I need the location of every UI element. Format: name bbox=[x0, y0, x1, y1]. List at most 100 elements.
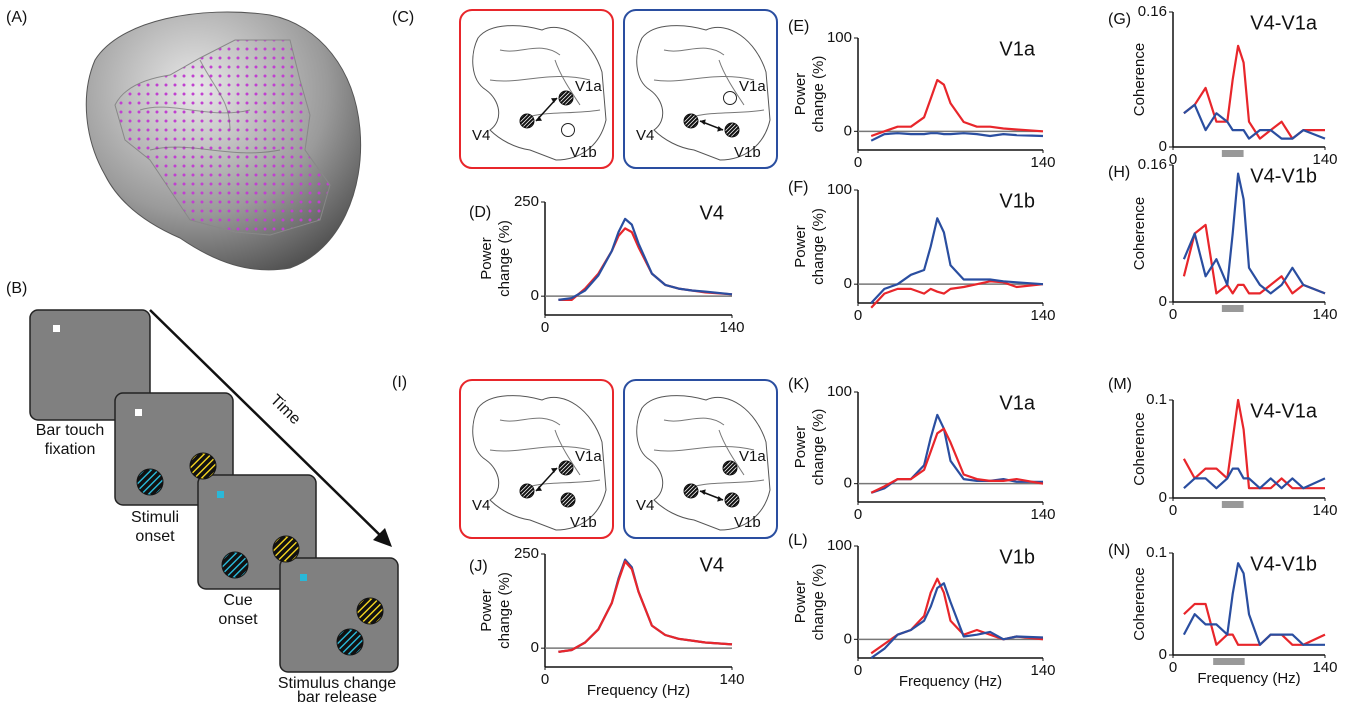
area-label: V1a bbox=[739, 448, 766, 465]
page: Figure html, body { margin: 0; padding: … bbox=[0, 0, 1347, 703]
panel-label: (F) bbox=[788, 179, 808, 196]
y-tick-label: 0 bbox=[844, 122, 852, 139]
x-tick-label: 0 bbox=[854, 662, 862, 679]
y-tick-label: 0 bbox=[1159, 646, 1167, 663]
x-tick-label: 140 bbox=[1030, 506, 1055, 523]
x-tick-label: 0 bbox=[541, 671, 549, 688]
area-label: V4 bbox=[636, 497, 654, 514]
panel-label: (C) bbox=[392, 9, 414, 26]
panel-label: (J) bbox=[469, 558, 488, 575]
arrow-head bbox=[551, 98, 557, 103]
chart-title: V4-V1a bbox=[1250, 400, 1318, 422]
frequency-band bbox=[1222, 501, 1244, 508]
panel-label: (M) bbox=[1108, 376, 1132, 393]
chart-title: V1b bbox=[999, 190, 1035, 212]
y-axis-label: Power bbox=[478, 237, 495, 280]
y-axis-label: change (%) bbox=[496, 220, 513, 297]
electrode-open bbox=[724, 92, 737, 105]
x-tick-label: 140 bbox=[1030, 307, 1055, 324]
y-tick-label: 250 bbox=[514, 545, 539, 562]
task-screens bbox=[30, 310, 398, 672]
area-label: V4 bbox=[472, 127, 490, 144]
cue-point bbox=[300, 574, 307, 581]
y-axis-label: change (%) bbox=[810, 208, 827, 285]
x-tick-label: 0 bbox=[854, 506, 862, 523]
y-tick-label: 0 bbox=[1159, 489, 1167, 506]
area-label: V1b bbox=[734, 144, 761, 161]
frequency-band bbox=[1222, 150, 1244, 157]
panel-label: (A) bbox=[6, 9, 27, 26]
x-axis-label: Frequency (Hz) bbox=[1197, 670, 1300, 687]
frequency-band bbox=[1222, 305, 1244, 312]
series-line bbox=[1184, 46, 1325, 139]
y-axis-label: change (%) bbox=[810, 56, 827, 133]
body: { "panels": {"A": "(A)"}, "task": { "lab… bbox=[0, 0, 1347, 703]
y-axis-label: Power bbox=[792, 225, 809, 268]
arrow-head bbox=[551, 468, 557, 473]
grating bbox=[549, 493, 586, 507]
panel-label: (H) bbox=[1108, 164, 1130, 181]
series-line bbox=[558, 228, 732, 300]
series-line bbox=[871, 133, 1043, 141]
y-axis-label: Power bbox=[478, 589, 495, 632]
series-line bbox=[1184, 469, 1325, 489]
series-line bbox=[871, 218, 1043, 303]
area-label: V4 bbox=[636, 127, 654, 144]
area-label: V1a bbox=[575, 448, 602, 465]
x-tick-label: 140 bbox=[1312, 659, 1337, 676]
series-line bbox=[871, 583, 1043, 658]
chart-title: V4-V1b bbox=[1250, 165, 1317, 187]
x-tick-label: 0 bbox=[854, 154, 862, 171]
y-tick-label: 0.1 bbox=[1146, 544, 1167, 561]
figure: (A) (B) Time Bar touch fixation Stimuli … bbox=[0, 0, 1347, 703]
panel-label: (N) bbox=[1108, 542, 1130, 559]
panel-label: (G) bbox=[1108, 11, 1131, 28]
y-tick-label: 0 bbox=[531, 639, 539, 656]
x-tick-label: 140 bbox=[1312, 306, 1337, 323]
y-axis-label: Coherence bbox=[1131, 567, 1148, 640]
panel-label: (E) bbox=[788, 18, 809, 35]
y-tick-label: 100 bbox=[827, 29, 852, 46]
arrow-head bbox=[536, 486, 542, 491]
y-tick-label: 100 bbox=[827, 537, 852, 554]
step-label: Stimuli bbox=[131, 509, 179, 526]
y-axis-label: change (%) bbox=[810, 409, 827, 486]
map-box: V4 V1a V1b bbox=[624, 380, 777, 538]
panel-label: (D) bbox=[469, 204, 491, 221]
panel-label: (B) bbox=[6, 280, 27, 297]
frequency-band bbox=[1213, 658, 1244, 665]
y-tick-label: 0 bbox=[1159, 138, 1167, 155]
y-tick-label: 250 bbox=[514, 193, 539, 210]
series-line bbox=[871, 80, 1043, 136]
step-label: bar release bbox=[297, 689, 377, 703]
chart-title: V1b bbox=[999, 546, 1035, 568]
step-label: fixation bbox=[45, 441, 96, 458]
x-tick-label: 0 bbox=[1169, 502, 1177, 519]
panel-label: (I) bbox=[392, 374, 407, 391]
x-tick-label: 0 bbox=[854, 307, 862, 324]
area-label: V1b bbox=[570, 514, 597, 531]
x-tick-label: 0 bbox=[1169, 306, 1177, 323]
chart-title: V4-V1b bbox=[1250, 553, 1317, 575]
chart-title: V1a bbox=[999, 392, 1035, 414]
series-line bbox=[1184, 105, 1325, 139]
area-label: V1a bbox=[739, 78, 766, 95]
y-tick-label: 0 bbox=[844, 475, 852, 492]
step-label: Cue bbox=[223, 592, 252, 609]
series-line bbox=[871, 579, 1043, 654]
area-label: V1b bbox=[734, 514, 761, 531]
step-label: onset bbox=[218, 611, 258, 628]
series-line bbox=[871, 415, 1043, 493]
y-axis-label: change (%) bbox=[810, 564, 827, 641]
x-tick-label: 0 bbox=[1169, 659, 1177, 676]
fixation-point bbox=[53, 325, 60, 332]
chart-title: V4-V1a bbox=[1250, 12, 1318, 34]
area-label: V1a bbox=[575, 78, 602, 95]
x-tick-label: 140 bbox=[1030, 662, 1055, 679]
panel-label: (L) bbox=[788, 532, 808, 549]
y-tick-label: 100 bbox=[827, 383, 852, 400]
map-box: V4 V1a V1b bbox=[624, 10, 777, 168]
y-axis-label: Power bbox=[792, 426, 809, 469]
x-tick-label: 140 bbox=[719, 671, 744, 688]
electrode-open bbox=[562, 124, 575, 137]
